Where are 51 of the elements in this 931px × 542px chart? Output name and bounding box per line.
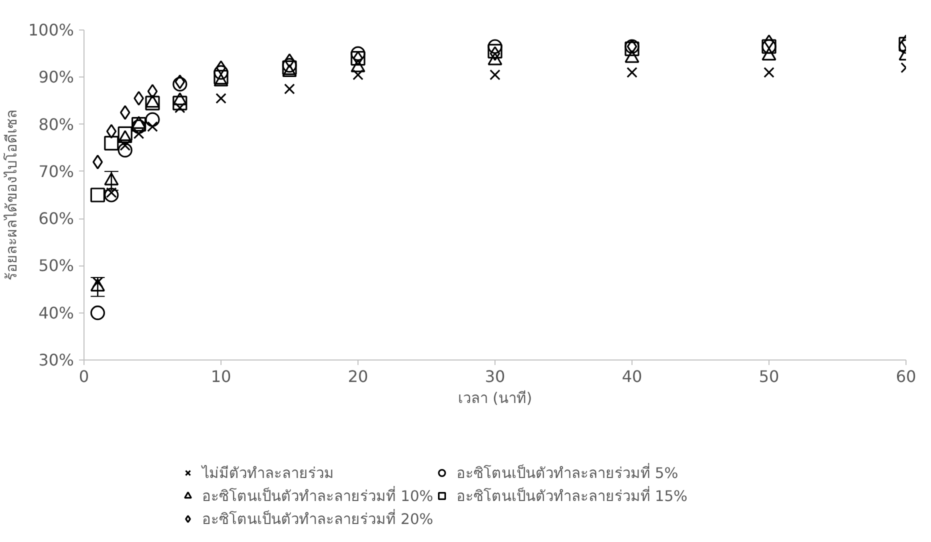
- legend-label: อะซิโตนเป็นตัวทำละลายร่วมที่ 15%: [456, 485, 688, 507]
- point: [145, 112, 160, 127]
- point: [284, 84, 295, 94]
- point: [104, 136, 119, 150]
- legend-label: อะซิโตนเป็นตัวทำละลายร่วมที่ 5%: [456, 462, 678, 484]
- x-tick-label: 60: [896, 367, 916, 386]
- point: [104, 188, 119, 202]
- legend-label: ไม่มีตัวทำละลายร่วม: [202, 464, 334, 484]
- point: [764, 34, 774, 50]
- point: [214, 65, 228, 80]
- y-tick-label: 80%: [38, 114, 74, 134]
- point: [352, 69, 364, 80]
- x-tick-label: 0: [78, 367, 90, 386]
- point: [92, 154, 103, 170]
- point: [764, 67, 774, 78]
- y-tick-label: 90%: [38, 68, 74, 87]
- y-tick-label: 50%: [38, 256, 74, 276]
- y-tick-label: 100%: [28, 20, 74, 40]
- point: [134, 91, 144, 106]
- point: [118, 142, 132, 158]
- x-tick-label: 50: [758, 367, 780, 386]
- point: [133, 128, 144, 140]
- point: [626, 67, 638, 78]
- point: [106, 124, 117, 139]
- point: [214, 70, 228, 84]
- point: [172, 96, 188, 110]
- x-tick-label: 20: [348, 367, 368, 386]
- point: [120, 105, 130, 120]
- y-tick-label: 70%: [38, 162, 74, 181]
- y-tick-label: 40%: [38, 303, 74, 322]
- y-tick-label: 30%: [38, 350, 74, 370]
- x-axis-title: เวลา (นาที): [458, 390, 532, 407]
- point: [216, 60, 226, 76]
- point: [90, 188, 105, 202]
- y-axis-title: ร้อยละผลได้ของไบโอดีเซล: [2, 110, 20, 280]
- point: [92, 276, 104, 288]
- x-tick-label: 30: [484, 367, 506, 386]
- y-tick-label: 60%: [38, 209, 74, 228]
- point: [284, 53, 295, 68]
- point: [488, 39, 502, 54]
- point: [490, 69, 500, 80]
- point: [118, 126, 132, 142]
- point: [350, 46, 366, 61]
- point: [147, 121, 158, 132]
- x-tick-label: 10: [210, 367, 232, 386]
- legend-label: อะซิโตนเป็นตัวทำละลายร่วมที่ 20%: [202, 508, 434, 530]
- point: [216, 92, 226, 104]
- point: [147, 84, 158, 99]
- legend-label: อะซิโตนเป็นตัวทำละลายร่วมที่ 10%: [202, 485, 434, 507]
- x-tick-label: 40: [622, 367, 642, 386]
- point: [90, 306, 105, 320]
